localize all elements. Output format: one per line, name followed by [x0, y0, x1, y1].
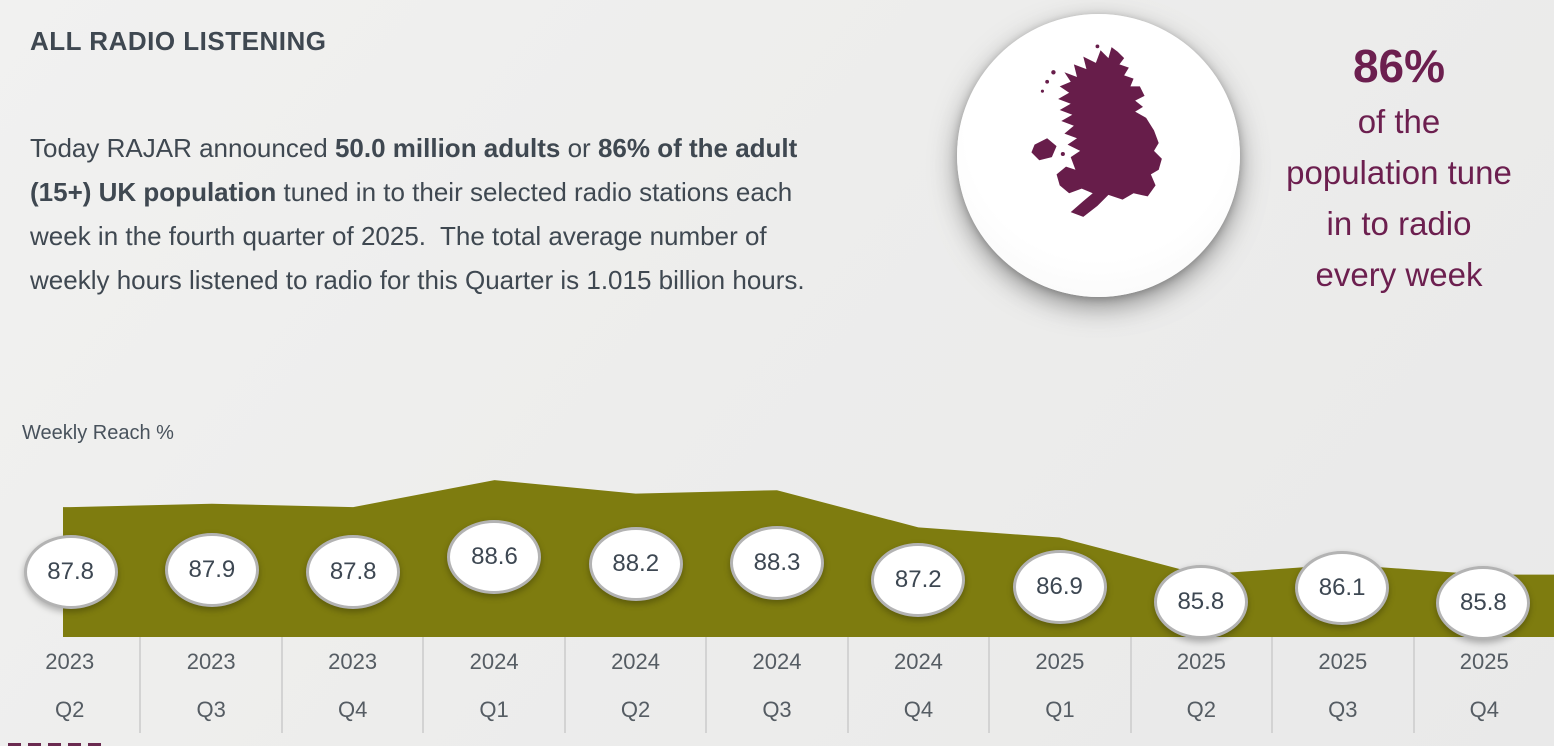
- x-axis-cell: 2025 Q4: [1415, 637, 1554, 733]
- highlight-stat-block: 86% of the population tune in to radio ever…: [1244, 40, 1554, 300]
- x-axis-year-label: 2024: [893, 649, 943, 674]
- highlight-caption-line: every week: [1315, 256, 1483, 293]
- x-axis-quarter-label: Q4: [903, 697, 934, 722]
- x-axis-year-label: 2023: [186, 649, 236, 674]
- x-axis-year-label: 2025: [1459, 649, 1509, 674]
- x-axis-quarter-label: Q1: [479, 697, 509, 722]
- data-label-oval: 85.8: [1153, 565, 1248, 639]
- data-label-oval: 87.9: [164, 533, 259, 607]
- data-label-oval: 87.2: [871, 543, 966, 617]
- x-axis-table: 2023 Q2 2023 Q3 2023 Q4 2024 Q1 2024 Q2 2024 Q3 2024…: [0, 637, 1554, 733]
- island-dot: [1040, 89, 1044, 93]
- x-axis-cell: 2025 Q1: [990, 637, 1132, 733]
- x-axis-year-label: 2025: [1035, 649, 1085, 674]
- clipped-next-section: [8, 743, 101, 746]
- x-axis-quarter-label: Q3: [196, 697, 226, 722]
- data-label-oval: 85.8: [1436, 566, 1531, 640]
- intro-segment: 86% of the adult (15+) UK population: [30, 133, 798, 207]
- intro-segment: tuned in to their selected radio station…: [30, 177, 805, 295]
- northern-ireland-shape: [1030, 138, 1057, 161]
- data-label-oval: 86.9: [1012, 550, 1107, 624]
- x-axis-quarter-label: Q2: [55, 697, 85, 722]
- x-axis-cell: 2023 Q2: [0, 637, 142, 733]
- data-label-oval: 88.6: [447, 520, 542, 594]
- x-axis-year-label: 2024: [469, 649, 519, 674]
- island-dot: [1060, 151, 1065, 157]
- highlight-caption-line: of the: [1357, 103, 1441, 140]
- data-label-oval: 87.8: [306, 535, 401, 609]
- clipped-text-fragment: [48, 743, 61, 746]
- x-axis-cell: 2024 Q1: [424, 637, 566, 733]
- x-axis-cell: 2023 Q3: [141, 637, 283, 733]
- x-axis-cell: 2023 Q4: [283, 637, 425, 733]
- x-axis-quarter-label: Q3: [762, 697, 792, 722]
- intro-segment: or: [560, 133, 598, 163]
- uk-map-badge: [957, 14, 1240, 297]
- clipped-text-fragment: [8, 743, 21, 746]
- chart-title: Weekly Reach %: [22, 422, 174, 444]
- data-label-oval: 86.1: [1295, 551, 1390, 625]
- island-dot: [1050, 70, 1056, 75]
- x-axis-quarter-label: Q3: [1328, 697, 1358, 722]
- data-label-oval: 88.3: [730, 526, 824, 600]
- x-axis-year-label: 2023: [328, 649, 378, 674]
- x-axis-year-label: 2024: [752, 649, 802, 674]
- x-axis-quarter-label: Q2: [620, 697, 651, 722]
- intro-segment: 50.0 million adults: [334, 133, 561, 163]
- x-axis-quarter-label: Q4: [1469, 697, 1499, 722]
- x-axis-line: [63, 631, 1554, 637]
- x-axis-quarter-label: Q1: [1045, 697, 1075, 722]
- highlight-caption-line: population tune: [1286, 154, 1512, 191]
- island-dot: [1044, 79, 1049, 84]
- x-axis-cell: 2025 Q2: [1132, 637, 1274, 733]
- x-axis-year-label: 2025: [1318, 649, 1368, 674]
- uk-map-icon: [1030, 44, 1162, 217]
- clipped-text-fragment: [28, 743, 41, 746]
- x-axis-cell: 2024 Q3: [707, 637, 849, 733]
- intro-paragraph: Today RAJAR announced 50.0 million adult…: [30, 126, 845, 302]
- x-axis-year-label: 2024: [611, 649, 661, 674]
- x-axis-cell: 2024 Q2: [566, 637, 708, 733]
- clipped-text-fragment: [88, 743, 101, 746]
- x-axis-year-label: 2023: [45, 649, 95, 674]
- highlight-caption-line: in to radio: [1326, 205, 1472, 242]
- data-label-oval: 88.2: [588, 527, 683, 601]
- x-axis-quarter-label: Q2: [1186, 697, 1217, 722]
- data-label-oval: 87.8: [23, 535, 118, 609]
- x-axis-cell: 2024 Q4: [849, 637, 991, 733]
- page-title: ALL RADIO LISTENING: [30, 26, 327, 56]
- intro-segment: Today RAJAR announced: [30, 133, 335, 163]
- clipped-text-fragment: [68, 743, 81, 746]
- highlight-caption: of the population tune in to radio every we…: [1244, 96, 1554, 300]
- highlight-stat: 86%: [1352, 40, 1446, 92]
- x-axis-quarter-label: Q4: [337, 697, 368, 722]
- island-dot: [1095, 44, 1099, 49]
- x-axis-year-label: 2025: [1176, 649, 1226, 674]
- x-axis-cell: 2025 Q3: [1273, 637, 1415, 733]
- great-britain-shape: [1056, 47, 1162, 217]
